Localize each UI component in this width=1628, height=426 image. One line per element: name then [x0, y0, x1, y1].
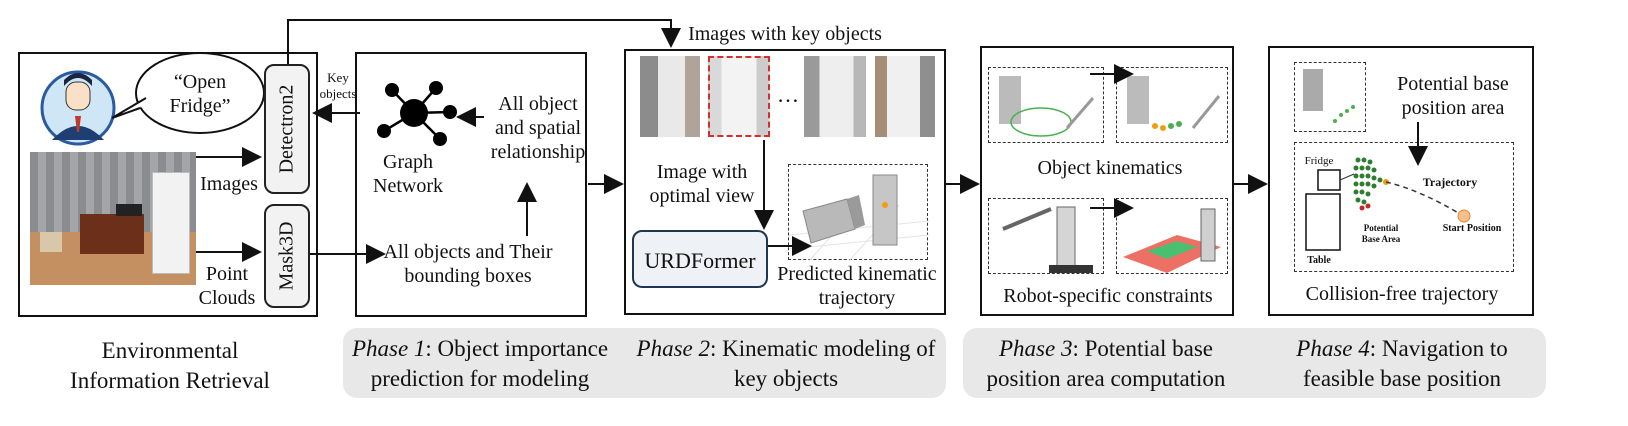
mask3d-module: Mask3D: [264, 204, 310, 308]
phase34-caption-background: [963, 328, 1546, 398]
predicted-model-preview: [788, 164, 930, 262]
object-kinematics-after: [1116, 67, 1228, 143]
phase1-caption-text: : Object importance prediction for model…: [370, 336, 609, 391]
relationship-label: All object and spatial relationship: [490, 93, 586, 163]
robot-before-shapes: [1002, 206, 1093, 273]
speech-text: “Open Fridge”: [169, 71, 231, 117]
bounding-boxes-label: All objects and Their bounding boxes: [383, 241, 553, 287]
fridge-photo-2: [708, 56, 770, 137]
kinematics-after-shapes: [1127, 76, 1221, 131]
robot-constraints-before: [988, 198, 1104, 274]
env-caption: Environmental Information Retrieval: [70, 338, 270, 393]
ellipsis-label: …: [777, 82, 799, 107]
phase12-caption-background: [343, 328, 946, 398]
fridge-photo-3: [804, 56, 866, 137]
phase4-caption: Phase 4: Navigation to feasible base pos…: [1270, 334, 1534, 394]
images-key-objects-label: Images with key objects: [688, 23, 882, 45]
room-photo: [30, 152, 196, 285]
detectron2-module: Detectron2: [264, 64, 310, 194]
optimal-view-label: Image with optimal view: [649, 161, 755, 207]
phase1-caption-italic: Phase 1: [351, 336, 426, 361]
phase4-caption-text: : Navigation to feasible base position: [1302, 336, 1508, 391]
fridge-label: Fridge: [1304, 155, 1334, 167]
robot-constraints-label: Robot-specific constraints: [1003, 285, 1213, 307]
phase3-caption-text: : Potential base position area computati…: [986, 336, 1226, 391]
images-label: Images: [200, 173, 258, 195]
point-clouds-label: Point Clouds: [198, 263, 256, 309]
robot-constraints-after: [1116, 198, 1228, 274]
predicted-model-shapes: [788, 174, 930, 262]
fridge-photo-4: [875, 56, 935, 137]
potential-base-label: Potential Base Area: [1361, 223, 1401, 244]
phase1-caption: Phase 1: Object importance prediction fo…: [340, 334, 620, 394]
robot-after-shapes: [1123, 208, 1221, 273]
fridge-photo-1: [640, 56, 700, 137]
object-kinematics-label: Object kinematics: [1037, 157, 1183, 179]
phase4-caption-italic: Phase 4: [1296, 336, 1370, 361]
predicted-trajectory-label: Predicted kinematic trajectory: [777, 263, 937, 309]
trajectory-label: Trajectory: [1422, 175, 1478, 189]
object-kinematics-before: [988, 67, 1104, 143]
urdformer-label: URDFormer: [644, 248, 756, 273]
potential-area-shapes: [1303, 69, 1355, 123]
key-objects-label: Key objects: [319, 70, 357, 101]
urdformer-module: URDFormer: [632, 230, 768, 288]
phase2-caption: Phase 2: Kinematic modeling of key objec…: [636, 334, 936, 394]
kinematics-before-shapes: [999, 76, 1095, 137]
phase2-caption-italic: Phase 2: [636, 336, 710, 361]
phase3-caption: Phase 3: Potential base position area co…: [966, 334, 1246, 394]
graph-network-label: Graph Network: [373, 151, 443, 197]
start-position-label: Start Position: [1442, 223, 1502, 234]
potential-area-label: Potential base position area: [1397, 73, 1509, 119]
phase3-caption-italic: Phase 3: [999, 336, 1073, 361]
table-label: Table: [1307, 255, 1331, 266]
phase2-caption-text: : Kinematic modeling of key objects: [709, 336, 936, 391]
potential-area-preview: [1294, 62, 1366, 132]
collision-free-label: Collision-free trajectory: [1305, 283, 1499, 305]
